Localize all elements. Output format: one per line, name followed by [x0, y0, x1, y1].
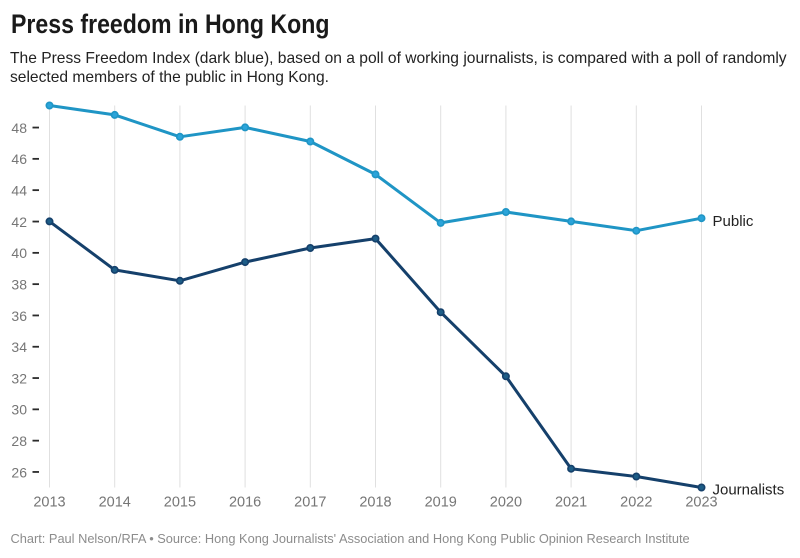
svg-text:2019: 2019: [425, 495, 457, 511]
svg-text:2018: 2018: [359, 495, 391, 511]
svg-text:2013: 2013: [33, 495, 65, 511]
svg-text:2017: 2017: [294, 495, 326, 511]
svg-text:44: 44: [11, 183, 27, 199]
svg-text:2015: 2015: [164, 495, 196, 511]
svg-text:2022: 2022: [620, 495, 652, 511]
svg-text:2014: 2014: [99, 495, 131, 511]
svg-text:34: 34: [11, 339, 27, 355]
svg-text:26: 26: [11, 464, 27, 480]
svg-text:48: 48: [11, 120, 27, 136]
svg-text:42: 42: [11, 214, 27, 230]
svg-text:46: 46: [11, 151, 27, 167]
svg-text:40: 40: [11, 245, 27, 261]
svg-text:2021: 2021: [555, 495, 587, 511]
svg-text:Public: Public: [713, 213, 754, 230]
svg-text:28: 28: [11, 433, 27, 449]
svg-text:Journalists: Journalists: [713, 482, 785, 499]
svg-text:2023: 2023: [685, 495, 717, 511]
svg-text:38: 38: [11, 277, 27, 293]
svg-text:36: 36: [11, 308, 27, 324]
svg-text:32: 32: [11, 370, 27, 386]
svg-text:30: 30: [11, 402, 27, 418]
svg-text:2020: 2020: [490, 495, 522, 511]
svg-text:2016: 2016: [229, 495, 261, 511]
